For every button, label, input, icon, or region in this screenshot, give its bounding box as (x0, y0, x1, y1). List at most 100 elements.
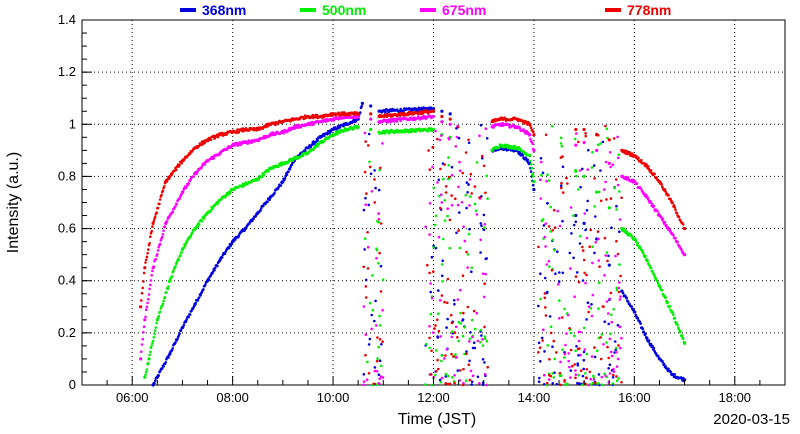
data-point (467, 363, 471, 367)
data-point (465, 350, 468, 353)
data-point (143, 375, 147, 379)
data-point (379, 364, 383, 368)
legend-swatch (420, 8, 436, 12)
data-point (586, 199, 589, 203)
data-point (171, 347, 174, 350)
data-point (342, 129, 346, 133)
data-point (672, 313, 675, 317)
data-point (330, 114, 334, 117)
data-point (430, 296, 434, 300)
data-point (597, 373, 601, 376)
data-point (598, 281, 601, 285)
data-point (585, 368, 589, 371)
data-point (434, 214, 438, 218)
data-point (363, 237, 367, 240)
data-point (481, 272, 485, 276)
data-point (642, 252, 645, 255)
data-point (462, 367, 465, 371)
data-point (147, 298, 150, 301)
data-point (606, 345, 609, 349)
data-point (485, 383, 488, 387)
data-point (468, 204, 471, 207)
data-point (542, 224, 546, 227)
data-point (293, 157, 297, 161)
data-point (583, 348, 587, 351)
data-point (378, 359, 382, 363)
data-point (359, 111, 362, 114)
data-point (332, 119, 336, 122)
data-point (551, 229, 554, 232)
data-point (608, 297, 612, 301)
data-point (559, 142, 563, 145)
data-point (142, 280, 145, 283)
data-point (366, 360, 369, 364)
data-point (575, 345, 578, 348)
data-point (667, 367, 670, 371)
data-point (178, 332, 181, 335)
data-point (585, 318, 588, 321)
data-point (558, 299, 561, 302)
data-point (142, 271, 146, 275)
data-point (443, 357, 446, 360)
data-point (483, 226, 486, 229)
data-point (587, 305, 591, 308)
data-point (666, 301, 670, 304)
data-point (429, 312, 433, 316)
data-point (139, 357, 143, 361)
data-point (448, 218, 452, 222)
data-point (187, 182, 190, 185)
data-point (597, 307, 600, 310)
data-point (310, 143, 314, 146)
data-point (195, 171, 199, 175)
data-point (395, 120, 399, 123)
data-point (342, 124, 345, 128)
data-point (632, 308, 635, 312)
data-point (158, 202, 161, 206)
data-point (581, 279, 585, 282)
data-point (665, 223, 668, 227)
x-tick-label: 18:00 (719, 390, 752, 405)
data-point (363, 170, 367, 174)
data-point (440, 354, 444, 357)
data-point (547, 225, 551, 228)
data-point (151, 339, 155, 343)
data-point (566, 313, 570, 317)
data-point (448, 112, 452, 116)
data-point (569, 331, 573, 335)
data-point (362, 383, 366, 387)
data-point (292, 125, 296, 128)
data-point (432, 186, 436, 190)
data-point (146, 301, 149, 305)
data-point (667, 227, 671, 230)
data-point (380, 343, 383, 346)
data-point (475, 213, 479, 216)
data-point (216, 202, 220, 205)
data-point (479, 238, 483, 242)
data-point (597, 259, 600, 262)
data-point (273, 191, 276, 195)
data-point (590, 355, 594, 358)
data-point (613, 186, 616, 190)
data-point (175, 202, 179, 206)
data-point (443, 199, 447, 202)
data-point (553, 226, 557, 229)
data-point (161, 233, 165, 236)
data-point (153, 381, 156, 385)
data-point (280, 164, 283, 167)
data-point (547, 260, 551, 263)
series-368nm (151, 101, 687, 387)
data-point (365, 378, 369, 382)
data-point (363, 248, 366, 251)
data-point (469, 369, 473, 373)
data-point (444, 354, 447, 357)
data-point (151, 225, 154, 228)
data-point (163, 296, 167, 299)
data-point (371, 274, 374, 277)
data-point (591, 381, 594, 385)
data-point (660, 182, 663, 186)
data-point (230, 241, 234, 245)
data-point (458, 379, 462, 382)
data-point (362, 208, 366, 212)
data-point (577, 188, 580, 191)
